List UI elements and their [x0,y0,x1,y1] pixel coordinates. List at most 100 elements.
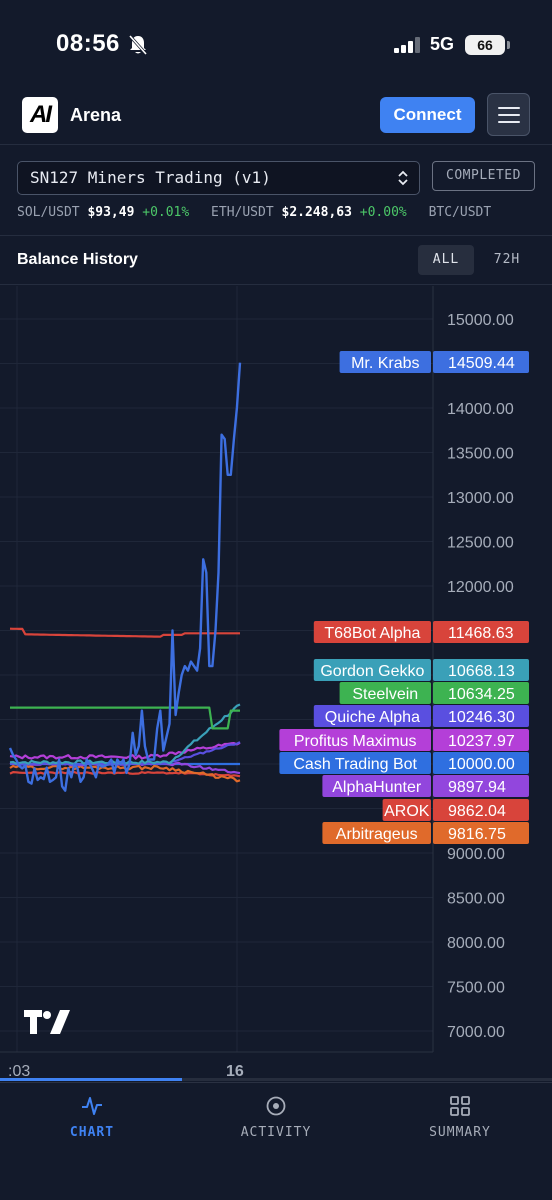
legend-series-name: AlphaHunter [332,779,422,796]
range-72h-button[interactable]: 72H [493,252,521,267]
y-tick-label: 12500.00 [447,535,514,552]
activity-icon [266,1096,286,1116]
chart-scroll-track[interactable] [0,1078,552,1081]
legend-value-box [433,775,529,797]
legend-name-box [322,775,431,797]
legend-value-box [433,729,529,751]
legend-series-name: Mr. Krabs [351,355,419,372]
ticker-price: $93,49 [87,205,135,220]
series-line-steelvein [10,706,240,730]
chevron-updown-icon [398,170,408,186]
status-bar: 08:56 5G 66 [0,0,552,88]
legend-label: Profitus Maximus 10237.97 [279,729,529,751]
legend-name-box [279,729,431,751]
connect-button[interactable]: Connect [380,97,475,133]
ticker-symbol: ETH/USDT [211,205,274,220]
ticker-change: +0.00% [359,205,407,220]
tab-summary[interactable]: SUMMARY [390,1095,530,1155]
ticker-item: ETH/USDT $2.248,63 +0.00% [211,205,407,220]
y-tick-label: 15000.00 [447,312,514,329]
tradingview-logo-icon [24,1010,70,1034]
ticker-symbol: BTC/USDT [428,205,492,220]
menu-line-icon [498,107,520,109]
competition-select[interactable]: SN127 Miners Trading (v1) [17,161,420,195]
y-tick-label: 13500.00 [447,446,514,463]
series-line-mr-krabs [8,362,242,792]
legend-label: AlphaHunter 9897.94 [322,775,529,797]
legend-series-value: 10237.97 [448,733,515,750]
range-all-button[interactable]: ALL [418,245,474,275]
legend-label: Quiche Alpha 10246.30 [313,705,529,727]
ticker-item: BTC/USDT [429,205,492,220]
balance-chart-svg[interactable]: 15000.00 14000.00 13500.00 13000.00 12500.00… [0,286,552,1080]
menu-line-icon [498,114,520,116]
legend-series-name: Gordon Gekko [320,663,424,680]
legend-value-box [433,752,529,774]
summary-icon [450,1096,470,1116]
y-tick-label: 7500.00 [447,980,505,997]
legend-name-box [279,752,431,774]
legend-series-value: 11468.63 [448,625,514,642]
legend-label: Mr. Krabs 14509.44 [339,351,529,373]
ticker-price: $2.248,63 [281,205,352,220]
series-line-t68bot-alpha [9,627,240,638]
legend-label: T68Bot Alpha 11468.63 [313,621,529,643]
legend-value-box [433,799,529,821]
y-tick-label: 7000.00 [447,1024,505,1041]
legend-series-name: AROK [384,803,430,820]
legend-name-box [339,351,431,373]
hamburger-menu-button[interactable] [487,93,530,136]
legend-series-name: Steelvein [352,686,418,703]
tab-chart[interactable]: CHART [22,1095,162,1155]
balance-chart[interactable]: 15000.00 14000.00 13500.00 13000.00 12500.00… [0,286,552,1080]
legend-series-name: Profitus Maximus [294,733,417,750]
legend-series-name: Arbitrageus [336,826,418,843]
price-ticker: SOL/USDT $93,49 +0.01% ETH/USDT $2.248,6… [17,205,537,227]
y-tick-label: 9000.00 [447,846,505,863]
y-tick-label: 12000.00 [447,579,514,596]
series-line-profitus-maximus [9,741,241,760]
legend-series-value: 9897.94 [448,779,506,796]
chart-icon [82,1097,102,1115]
legend-series-value: 10000.00 [448,756,515,773]
legend-series-value: 10246.30 [448,709,515,726]
legend-name-box [382,799,431,821]
network-type: 5G [430,34,455,54]
arena-logo[interactable]: AI [22,97,58,133]
legend-name-box [313,621,431,643]
status-badge: COMPLETED [432,161,535,191]
balance-history-header: Balance History ALL 72H [0,235,552,285]
app-header: AI Arena Connect [0,88,552,144]
legend-series-value: 10668.13 [448,663,515,680]
legend-label: Steelvein 10634.25 [339,682,529,704]
menu-line-icon [498,121,520,123]
ticker-change: +0.01% [142,205,190,220]
x-tick-label: :03 [8,1063,30,1080]
legend-name-box [322,822,431,844]
legend-value-box [433,682,529,704]
tab-label: SUMMARY [429,1125,491,1140]
balance-history-title: Balance History [17,251,138,268]
legend-series-value: 10634.25 [448,686,515,703]
y-tick-label: 8000.00 [447,935,505,952]
signal-icon [394,37,420,53]
legend-value-box [433,659,529,681]
battery-tip [507,41,510,49]
legend-value-box [433,621,529,643]
legend-series-name: Quiche Alpha [325,709,420,726]
tab-activity[interactable]: ACTIVITY [206,1095,346,1155]
x-tick-label: 16 [226,1063,244,1080]
legend-value-box [433,705,529,727]
competition-select-value: SN127 Miners Trading (v1) [30,168,271,187]
legend-name-box [339,682,431,704]
legend-series-value: 14509.44 [448,355,515,372]
chart-scroll-indicator[interactable] [0,1078,183,1081]
legend-series-name: T68Bot Alpha [324,625,420,642]
legend-name-box [313,659,431,681]
legend-series-value: 9862.04 [448,803,506,820]
app-name: Arena [70,105,122,125]
legend-series-name: Cash Trading Bot [293,756,417,773]
y-tick-label: 14000.00 [447,401,514,418]
bottom-tab-bar: CHART ACTIVITY SUMMARY [0,1082,552,1200]
ticker-item: SOL/USDT $93,49 +0.01% [17,205,189,220]
